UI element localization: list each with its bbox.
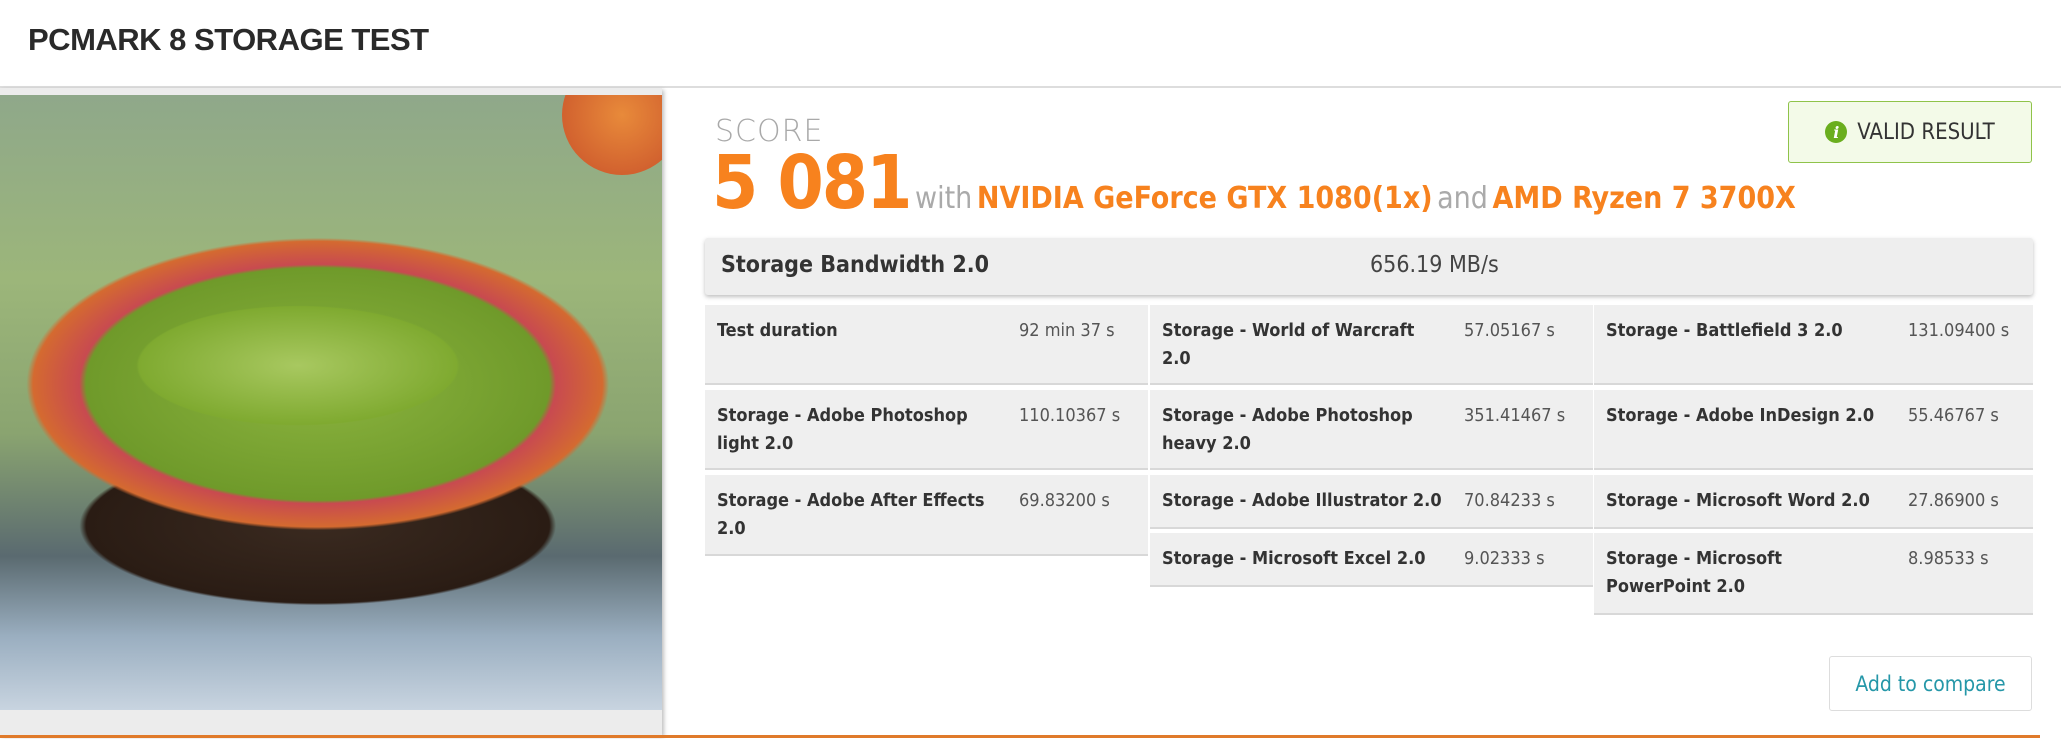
detail-row: Storage - Adobe Illustrator 2.0 70.84233 … [1150,475,1593,529]
detail-value: 57.05167 s [1464,320,1555,341]
detail-row: Storage - Adobe InDesign 2.0 55.46767 s [1594,390,2033,470]
detail-row: Storage - Battlefield 3 2.0 131.09400 s [1594,305,2033,385]
detail-row: Storage - Adobe Photoshop light 2.0 110.1… [705,390,1148,470]
detail-value: 110.10367 s [1019,405,1121,426]
detail-label: Storage - Adobe After Effects 2.0 [717,490,985,539]
valid-result-label: VALID RESULT [1857,119,1995,145]
detail-label: Storage - Adobe Illustrator 2.0 [1162,490,1442,511]
detail-value: 131.09400 s [1908,320,2010,341]
detail-value: 9.02333 s [1464,548,1545,569]
detail-label: Test duration [717,320,838,341]
detail-row: Test duration 92 min 37 s [705,305,1148,385]
info-icon: i [1825,121,1848,143]
with-text: with [915,181,973,216]
benchmark-image [0,95,662,710]
page-title: PCMARK 8 STORAGE TEST [28,22,429,57]
cpu-name[interactable]: AMD Ryzen 7 3700X [1492,181,1796,216]
detail-label: Storage - World of Warcraft 2.0 [1162,320,1415,369]
detail-label: Storage - Microsoft Word 2.0 [1606,490,1870,511]
detail-value: 70.84233 s [1464,490,1555,511]
detail-label: Storage - Battlefield 3 2.0 [1606,320,1843,341]
detail-value: 55.46767 s [1908,405,1999,426]
detail-row: Storage - Microsoft Excel 2.0 9.02333 s [1150,533,1593,587]
detail-label: Storage - Adobe Photoshop heavy 2.0 [1162,405,1413,454]
bandwidth-summary: Storage Bandwidth 2.0 656.19 MB/s [705,238,2033,295]
detail-row: Storage - Adobe Photoshop heavy 2.0 351.4… [1150,390,1593,470]
detail-label: Storage - Adobe InDesign 2.0 [1606,405,1875,426]
bandwidth-value: 656.19 MB/s [1370,252,1499,278]
bandwidth-label: Storage Bandwidth 2.0 [721,252,990,278]
score-label: SCORE [715,114,824,149]
gpu-name[interactable]: NVIDIA GeForce GTX 1080(1x) [976,181,1433,216]
detail-row: Storage - Microsoft Word 2.0 27.86900 s [1594,475,2033,529]
detail-row: Storage - World of Warcraft 2.0 57.05167 … [1150,305,1593,385]
detail-value: 69.83200 s [1019,490,1110,511]
footer-accent-line [0,735,2040,738]
detail-row: Storage - Adobe After Effects 2.0 69.8320… [705,475,1148,556]
detail-label: Storage - Microsoft PowerPoint 2.0 [1606,548,1782,597]
detail-value: 27.86900 s [1908,490,1999,511]
detail-value: 8.98533 s [1908,548,1989,569]
benchmark-image-panel [0,88,662,735]
detail-row: Storage - Microsoft PowerPoint 2.0 8.9853… [1594,533,2033,615]
page-header: PCMARK 8 STORAGE TEST [0,0,2061,88]
add-to-compare-button[interactable]: Add to compare [1829,656,2032,711]
score-line: 5 081 with NVIDIA GeForce GTX 1080(1x) a… [712,140,1796,226]
detail-label: Storage - Microsoft Excel 2.0 [1162,548,1426,569]
score-value: 5 081 [712,140,912,226]
detail-value: 92 min 37 s [1019,320,1115,341]
valid-result-badge[interactable]: i VALID RESULT [1788,101,2032,163]
detail-value: 351.41467 s [1464,405,1566,426]
detail-label: Storage - Adobe Photoshop light 2.0 [717,405,968,454]
and-text: and [1437,181,1488,216]
